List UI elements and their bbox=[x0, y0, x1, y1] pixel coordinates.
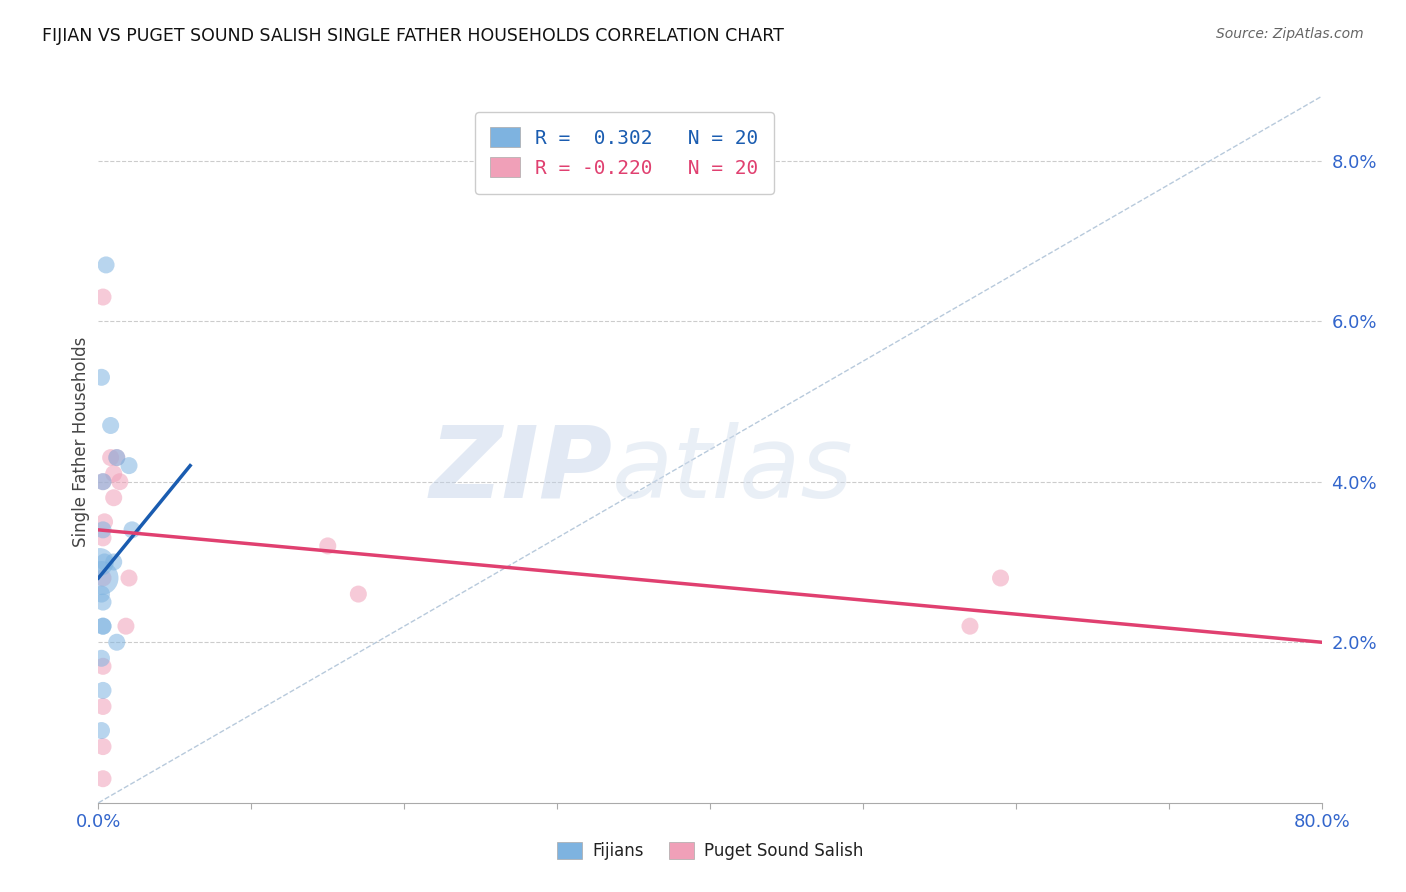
Point bbox=[91, 659, 114, 673]
Point bbox=[103, 555, 125, 569]
Point bbox=[100, 450, 122, 465]
Legend: Fijians, Puget Sound Salish: Fijians, Puget Sound Salish bbox=[550, 835, 870, 867]
Point bbox=[93, 555, 115, 569]
Text: Source: ZipAtlas.com: Source: ZipAtlas.com bbox=[1216, 27, 1364, 41]
Point bbox=[91, 619, 114, 633]
Point bbox=[93, 515, 115, 529]
Point bbox=[91, 523, 114, 537]
Point bbox=[90, 370, 112, 384]
Point bbox=[115, 619, 138, 633]
Point bbox=[347, 587, 370, 601]
Point bbox=[91, 772, 114, 786]
Point bbox=[91, 699, 114, 714]
Point bbox=[118, 571, 141, 585]
Point bbox=[89, 555, 111, 569]
Text: ZIP: ZIP bbox=[429, 422, 612, 519]
Point bbox=[91, 595, 114, 609]
Point bbox=[91, 739, 114, 754]
Point bbox=[118, 458, 141, 473]
Text: FIJIAN VS PUGET SOUND SALISH SINGLE FATHER HOUSEHOLDS CORRELATION CHART: FIJIAN VS PUGET SOUND SALISH SINGLE FATH… bbox=[42, 27, 785, 45]
Point bbox=[100, 418, 122, 433]
Point bbox=[91, 290, 114, 304]
Point bbox=[90, 587, 112, 601]
Point bbox=[108, 475, 131, 489]
Point bbox=[103, 491, 125, 505]
Point bbox=[90, 651, 112, 665]
Point bbox=[105, 635, 128, 649]
Point bbox=[90, 571, 112, 585]
Point bbox=[91, 475, 114, 489]
Point bbox=[94, 258, 117, 272]
Point bbox=[91, 531, 114, 545]
Point bbox=[105, 450, 128, 465]
Point bbox=[91, 619, 114, 633]
Point bbox=[959, 619, 981, 633]
Point bbox=[121, 523, 143, 537]
Point bbox=[316, 539, 339, 553]
Point bbox=[91, 683, 114, 698]
Point bbox=[91, 475, 114, 489]
Y-axis label: Single Father Households: Single Father Households bbox=[72, 336, 90, 547]
Point bbox=[990, 571, 1012, 585]
Point bbox=[103, 467, 125, 481]
Point bbox=[105, 450, 128, 465]
Point bbox=[90, 723, 112, 738]
Point bbox=[91, 571, 114, 585]
Text: atlas: atlas bbox=[612, 422, 853, 519]
